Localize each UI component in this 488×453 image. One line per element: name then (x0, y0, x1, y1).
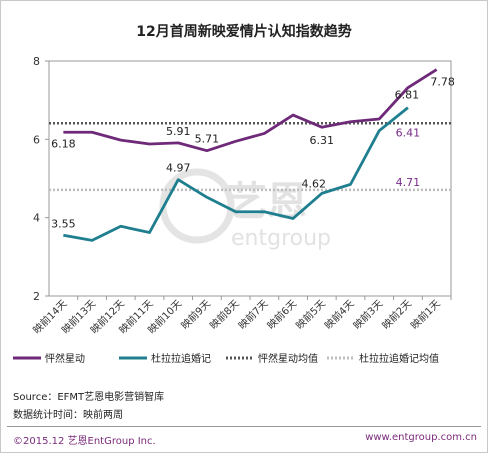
legend-label: 杜拉拉追婚记均值 (359, 352, 439, 365)
watermark-logo-icon (159, 168, 235, 244)
legend-label: 怦然星动 (45, 352, 85, 365)
series-line (63, 68, 438, 153)
line-chart: 艺恩entgroup2468映前14天映前13天映前12天映前11天映前10天映… (13, 55, 455, 365)
data-label: 6.81 (395, 89, 420, 102)
x-tick-label: 映前3天 (350, 297, 385, 332)
copyright-text: ©2015.12 艺恩EntGroup Inc. (13, 436, 156, 447)
data-label: 4.97 (166, 162, 191, 175)
x-tick-label: 映前2天 (379, 297, 414, 332)
data-label: 6.18 (51, 137, 76, 150)
data-label: 3.55 (51, 217, 76, 230)
data-label: 5.71 (195, 133, 220, 146)
watermark-en: entgroup (231, 226, 331, 251)
x-tick-label: 映前8天 (207, 297, 242, 332)
x-tick-label: 映前5天 (293, 297, 328, 332)
source-text: Source：EFMT艺恩电影营销智库 (13, 392, 165, 403)
series-line (63, 106, 409, 242)
data-label: 6.31 (310, 134, 335, 147)
y-tick-label: 4 (33, 212, 40, 225)
y-tick-label: 6 (33, 133, 40, 146)
y-tick-label: 8 (33, 55, 40, 68)
website-text: www.entgroup.com.cn (365, 432, 477, 443)
data-label: 4.62 (302, 177, 327, 190)
chart-title: 12月首周新映爱情片认知指数趋势 (136, 24, 352, 40)
x-tick-label: 映前6天 (264, 297, 299, 332)
x-tick-label: 映前7天 (236, 297, 271, 332)
y-tick-label: 2 (33, 290, 40, 303)
x-tick-label: 映前4天 (322, 297, 357, 332)
x-tick-label: 映前9天 (178, 297, 213, 332)
stat-time-text: 数据统计时间：映前两周 (13, 410, 123, 421)
legend-label: 杜拉拉追婚记 (151, 352, 211, 365)
data-label: 7.78 (430, 76, 455, 89)
average-label: 4.71 (396, 176, 421, 189)
legend-label: 怦然星动均值 (258, 352, 318, 365)
footer-divider (7, 426, 481, 427)
x-tick-label: 映前1天 (408, 297, 443, 332)
data-label: 5.91 (166, 125, 191, 138)
average-label: 6.41 (396, 126, 421, 139)
